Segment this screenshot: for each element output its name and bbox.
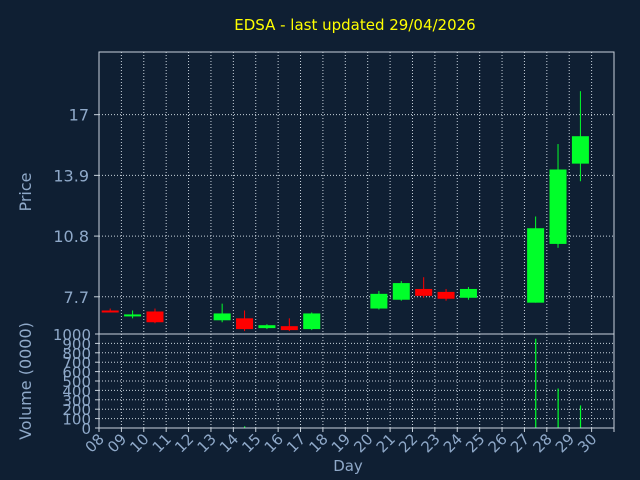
volume-tick-label: 800	[62, 345, 91, 363]
volume-frame	[98, 333, 615, 429]
volume-tick-label: 900	[62, 335, 91, 353]
axis-labels: 7.7 10.8 13.9 17 010020030040050060070080090…	[53, 106, 601, 457]
candle-21	[392, 281, 410, 301]
volume-tick-label: 300	[62, 392, 91, 410]
candle-body	[213, 313, 231, 321]
candle-body	[571, 136, 589, 164]
volume-grid	[95, 333, 614, 429]
x-tick-label-30: 30	[574, 430, 600, 456]
candle-body	[280, 326, 298, 331]
candle-body	[392, 283, 410, 300]
price-grid	[94, 52, 614, 334]
candle-body	[124, 314, 142, 317]
x-axis-label: Day	[333, 457, 363, 475]
volume-tick-label: 600	[62, 364, 91, 382]
candle-body	[303, 313, 321, 330]
candle-10	[146, 308, 164, 324]
candle-body	[459, 288, 477, 298]
volume-tick-label: 400	[62, 382, 91, 400]
volume-bar-27	[535, 338, 537, 428]
price-tick-label: 7.7	[64, 288, 89, 307]
candle-17	[303, 312, 321, 331]
candle-20	[370, 290, 388, 310]
candle-15	[258, 324, 276, 330]
price-tick-label: 17	[69, 106, 89, 125]
chart-title: EDSA - last updated 29/04/2026	[234, 16, 475, 34]
volume-bars	[244, 338, 582, 428]
candle-body	[258, 325, 276, 329]
volume-bar-14	[244, 426, 246, 428]
candle-23	[437, 288, 455, 301]
volume-tick-label: 700	[62, 354, 91, 372]
price-tick-label: 10.8	[53, 227, 89, 246]
candle-24	[459, 287, 477, 300]
volume-tick-label: 1000	[53, 326, 91, 344]
price-axis-label: Price	[16, 172, 35, 211]
candle-14	[236, 310, 254, 332]
volume-bar-28	[557, 388, 559, 428]
volume-tick-label: 100	[62, 411, 91, 429]
candles	[101, 91, 589, 332]
plot-frames	[98, 51, 615, 432]
volume-bar-29	[579, 405, 582, 428]
candle-29	[571, 91, 589, 182]
candle-09	[124, 310, 142, 319]
volume-axis-label: Volume (0000)	[16, 322, 35, 440]
candle-body	[146, 311, 164, 323]
candle-16	[280, 318, 298, 332]
candle-body	[415, 288, 433, 296]
candle-body	[549, 169, 567, 244]
candle-body	[527, 228, 545, 303]
candle-body	[370, 293, 388, 309]
candle-body	[101, 310, 119, 313]
candle-22	[415, 277, 433, 298]
candle-27	[527, 216, 545, 303]
price-tick-label: 13.9	[53, 166, 89, 185]
candle-body	[236, 318, 254, 330]
candle-28	[549, 144, 567, 248]
candle-13	[213, 303, 231, 323]
volume-tick-label: 500	[62, 373, 91, 391]
candle-body	[437, 291, 455, 299]
volume-tick-label: 0	[81, 420, 91, 438]
candle-08	[101, 308, 119, 313]
volume-tick-label: 200	[62, 401, 91, 419]
